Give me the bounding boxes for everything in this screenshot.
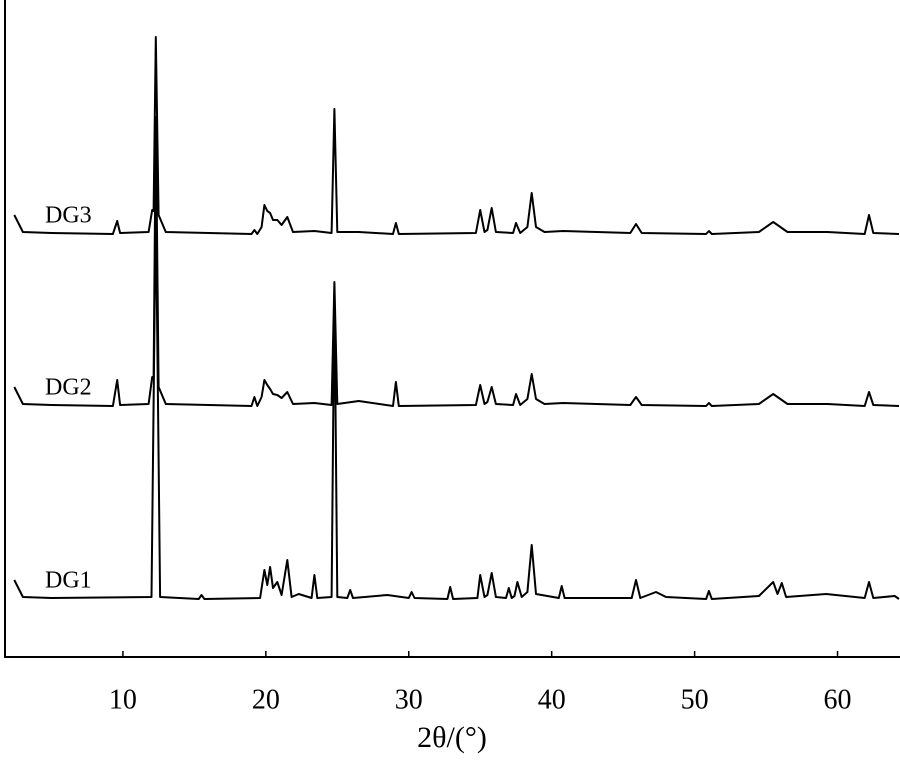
xrd-trace [13,116,900,407]
xrd-trace [13,199,900,600]
x-tick-label: 20 [252,684,280,715]
x-axis-label: 2θ/(°) [417,721,487,754]
series-label: DG1 [45,568,92,594]
xrd-trace [13,36,900,235]
series-label: DG2 [45,375,92,401]
x-tick-label: 30 [395,684,423,715]
series-label: DG3 [45,203,92,229]
x-tick-label: 10 [109,684,137,715]
x-tick-label: 50 [681,684,709,715]
x-tick-label: 40 [538,684,566,715]
x-tick-label: 60 [824,684,852,715]
